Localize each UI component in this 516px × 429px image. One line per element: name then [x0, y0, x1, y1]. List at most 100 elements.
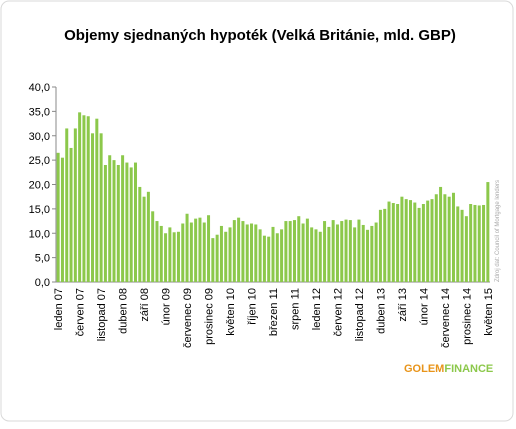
- bar: [129, 167, 133, 282]
- bar: [65, 128, 69, 282]
- bar: [215, 234, 219, 282]
- bar: [391, 203, 395, 282]
- bar: [280, 229, 284, 282]
- x-tick-label: únor 14: [418, 288, 430, 325]
- bar: [125, 162, 129, 282]
- x-tick-label: březen 11: [268, 288, 280, 336]
- bar: [301, 223, 305, 282]
- bar: [323, 221, 327, 282]
- source: Zdroj dat: Council of Mortgage lenders: [495, 180, 501, 282]
- bar: [245, 224, 249, 282]
- bar: [116, 165, 120, 282]
- bar: [400, 196, 404, 282]
- bar: [262, 235, 266, 282]
- bar: [258, 229, 262, 282]
- bar: [69, 147, 73, 282]
- bar: [387, 201, 391, 282]
- x-tick-label: červen 07: [75, 288, 87, 336]
- bar: [477, 205, 481, 282]
- bar: [378, 209, 382, 282]
- x-tick-label: červenec 09: [182, 288, 194, 348]
- bar: [456, 206, 460, 282]
- bar: [146, 191, 150, 282]
- bar: [482, 204, 486, 282]
- bar: [250, 223, 254, 282]
- bar: [318, 231, 322, 282]
- bar: [219, 225, 223, 282]
- bar: [176, 231, 180, 282]
- bar: [451, 192, 455, 282]
- bar: [121, 155, 125, 282]
- bar: [271, 226, 275, 282]
- bar: [374, 222, 378, 282]
- x-tick-label: únor 09: [161, 288, 173, 325]
- bar: [82, 115, 86, 283]
- bar: [198, 217, 202, 282]
- x-tick-label: květen 15: [483, 288, 495, 336]
- bar: [421, 204, 425, 282]
- bar: [91, 133, 95, 282]
- bar: [159, 225, 163, 282]
- bar: [331, 220, 335, 282]
- x-tick-label: srpen 11: [289, 288, 301, 330]
- bar: [353, 227, 357, 282]
- bar: [417, 207, 421, 282]
- bar: [181, 223, 185, 282]
- bar: [60, 157, 64, 282]
- bar: [164, 233, 168, 282]
- x-tick-label: listopad 07: [96, 288, 108, 341]
- y-tick-label: 20,0: [29, 180, 50, 192]
- x-tick-label: červenec 14: [440, 288, 452, 348]
- bar: [305, 218, 309, 282]
- bar: [348, 220, 352, 282]
- x-tick-label: září 13: [397, 288, 409, 322]
- bar: [95, 118, 99, 282]
- bar: [413, 202, 417, 282]
- logo: GOLEMFINANCE: [404, 363, 493, 375]
- bar: [168, 227, 172, 282]
- bar: [469, 204, 473, 282]
- bar: [185, 213, 189, 282]
- y-tick-label: 30,0: [29, 131, 50, 143]
- bar: [335, 224, 339, 282]
- bar: [434, 194, 438, 282]
- bar: [202, 222, 206, 282]
- bar: [99, 133, 103, 282]
- y-tick-label: 0,0: [35, 277, 50, 289]
- x-tick-label: duben 13: [375, 288, 387, 334]
- bar: [404, 199, 408, 282]
- bar: [464, 216, 468, 282]
- bar: [78, 112, 82, 282]
- x-tick-label: září 08: [139, 288, 151, 322]
- y-tick-label: 40,0: [29, 82, 50, 94]
- bar: [228, 227, 232, 282]
- bar: [314, 229, 318, 282]
- bar: [194, 218, 198, 282]
- bar: [383, 208, 387, 282]
- bar: [103, 165, 107, 282]
- x-tick-label: listopad 12: [354, 288, 366, 341]
- y-tick-label: 10,0: [29, 228, 50, 240]
- bar: [73, 128, 77, 282]
- x-tick-label: červen 12: [332, 288, 344, 336]
- x-tick-label: leden 07: [53, 288, 65, 330]
- bar: [232, 220, 236, 282]
- bar: [361, 224, 365, 282]
- bar: [211, 238, 215, 282]
- bar: [370, 225, 374, 282]
- bar: [443, 194, 447, 282]
- bar: [237, 217, 241, 282]
- bar: [340, 221, 344, 282]
- bar: [473, 204, 477, 282]
- bar: [108, 155, 112, 282]
- bar: [357, 219, 361, 282]
- bar: [366, 229, 370, 282]
- x-tick-label: prosinec 09: [204, 288, 216, 345]
- chart-title: Objemy sjednaných hypoték (Velká Británi…: [64, 27, 456, 44]
- frame: [0, 0, 514, 422]
- logo-part: FINANCE: [444, 363, 493, 375]
- bar: [224, 231, 228, 282]
- bar: [310, 227, 314, 282]
- bar: [275, 233, 279, 282]
